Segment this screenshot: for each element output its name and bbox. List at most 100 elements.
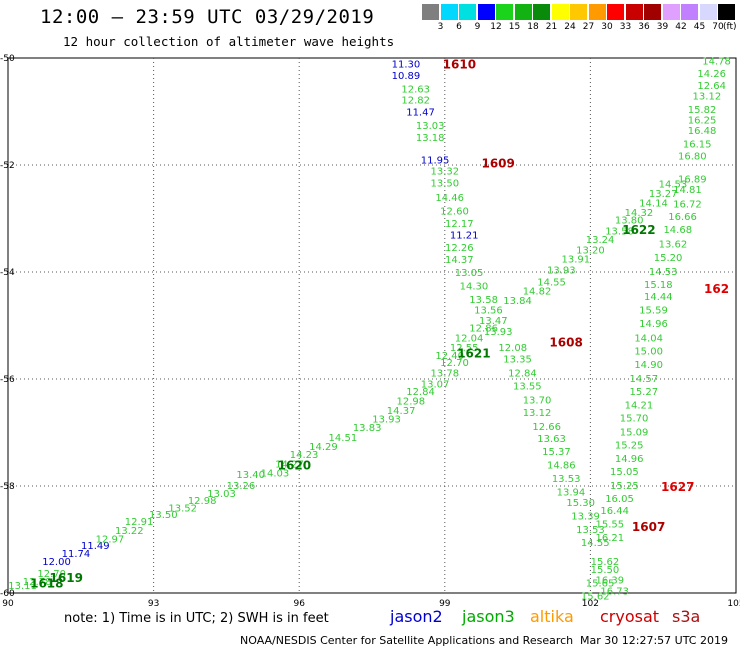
wave-height-value: 14.53 (659, 180, 688, 191)
wave-height-value: 13.27 (649, 189, 678, 200)
legend-swatch (422, 4, 439, 20)
wave-height-value: 12.98 (188, 496, 217, 507)
legend-tick-label: 39 (656, 22, 669, 32)
legend-swatch (440, 4, 458, 20)
wave-height-value: 13.32 (430, 166, 459, 177)
lon-tick-label: 99 (439, 599, 451, 609)
lat-tick-label: -54 (0, 268, 15, 278)
legend-swatch (681, 4, 698, 20)
pass-number-label: 1619 (50, 571, 83, 585)
wave-height-value: 13.07 (421, 379, 450, 390)
wave-height-value: 11.30 (392, 59, 421, 70)
legend-tick-label: 24 (564, 22, 576, 32)
pass-number-label: 1607 (632, 520, 665, 534)
wave-height-value: 14.21 (625, 401, 654, 412)
wave-height-value: 14.26 (697, 69, 726, 80)
wave-height-value: 13.22 (115, 526, 144, 537)
wave-height-value: 11.74 (62, 549, 91, 560)
wave-height-value: 13.12 (523, 408, 552, 419)
wave-height-value: 13.50 (430, 179, 459, 190)
wave-height-value: 14.23 (290, 450, 319, 461)
wave-height-value: 12.86 (469, 324, 498, 335)
wave-height-value: 16.48 (688, 126, 717, 137)
wave-height-value: 14.90 (634, 360, 663, 371)
wave-height-value: 12.78 (23, 577, 52, 588)
wave-height-value: 12.17 (445, 219, 474, 230)
page-title: 12:00 – 23:59 UTC 03/29/2019 (40, 6, 375, 28)
lon-tick-label: 96 (293, 599, 305, 609)
wave-height-value: 12.64 (697, 81, 726, 92)
wave-height-value: 14.51 (329, 433, 358, 444)
wave-height-value: 11.49 (81, 541, 110, 552)
wave-height-value: 13.24 (586, 235, 615, 246)
wave-height-value: 16.05 (605, 494, 634, 505)
pass-number-label: 162 (704, 282, 729, 296)
wave-height-value: 13.93 (372, 415, 401, 426)
satellite-label-jason3: jason3 (462, 607, 515, 626)
wave-height-value: 13.70 (523, 395, 552, 406)
wave-height-value: 12.63 (401, 84, 430, 95)
legend-tick-label: 18 (527, 22, 539, 32)
wave-height-value: 13.53 (552, 474, 581, 485)
lat-tick-label: -60 (0, 589, 15, 599)
wave-height-value: 15.00 (634, 347, 663, 358)
wave-height-value: 13.05 (455, 268, 484, 279)
wave-height-value: 15.70 (620, 414, 649, 425)
wave-height-value: 16.39 (595, 576, 624, 587)
wave-height-value: 15.65 (586, 578, 615, 589)
wave-height-value: 15.50 (591, 565, 620, 576)
pass-number-label: 1621 (457, 346, 490, 360)
wave-height-value: 16.73 (600, 586, 629, 597)
wave-height-value: 14.46 (435, 193, 464, 204)
legend-swatch (699, 4, 717, 20)
wave-height-value: 12.91 (125, 517, 154, 528)
wave-height-value: 14.32 (625, 208, 654, 219)
wave-height-value: 13.55 (513, 381, 542, 392)
wave-height-value: 13.39 (571, 511, 600, 522)
wave-height-value: 15.18 (644, 280, 673, 291)
wave-height-value: 12.98 (397, 396, 426, 407)
legend-unit: (ft) (723, 22, 737, 32)
wave-height-value: 12.70 (37, 569, 66, 580)
wave-height-value: 15.62 (591, 557, 620, 568)
footer-timestamp: Mar 30 12:27:57 UTC 2019 (580, 634, 728, 647)
wave-height-value: 15.55 (595, 519, 624, 530)
wave-height-value: 15.27 (629, 387, 658, 398)
lon-tick-label: 93 (148, 599, 159, 609)
lon-tick-label: 102 (582, 599, 599, 609)
wave-height-value: 12.84 (406, 387, 435, 398)
lat-tick-label: -52 (0, 161, 15, 171)
wave-height-value: 13.63 (537, 434, 566, 445)
legend-tick-label: 42 (675, 22, 687, 32)
wave-height-value: 14.37 (445, 255, 474, 266)
wave-height-value: 13.40 (236, 470, 265, 481)
wave-height-value: 15.25 (615, 440, 644, 451)
lat-tick-label: -58 (0, 482, 15, 492)
legend-tick-label: 3 (437, 22, 444, 32)
wave-height-value: 15.30 (566, 498, 595, 509)
lon-tick-label: 90 (2, 599, 14, 609)
wave-height-value: 14.86 (547, 461, 576, 472)
wave-height-value: 14.53 (649, 267, 678, 278)
wave-height-value: 10.89 (392, 71, 421, 82)
legend-tick-label: 33 (619, 22, 632, 32)
wave-height-value: 14.81 (673, 185, 702, 196)
wave-height-value: 13.84 (503, 296, 532, 307)
legend-tick-label: 45 (693, 22, 706, 32)
wave-height-value: 12.00 (42, 557, 71, 568)
legend-tick-label: 27 (582, 22, 595, 32)
satellite-label-cryosat: cryosat (600, 607, 660, 626)
wave-height-value: 14.03 (261, 469, 290, 480)
wave-height-value: 13.78 (430, 369, 459, 380)
wave-height-value: 12.82 (401, 96, 430, 107)
page-subtitle: 12 hour collection of altimeter wave hei… (63, 34, 395, 49)
wave-height-value: 14.96 (615, 454, 644, 465)
legend-tick-label: 12 (490, 22, 502, 32)
wave-height-value: 13.12 (693, 91, 722, 102)
wave-height-value: 14.27 (275, 460, 304, 471)
pass-number-label: 1618 (30, 576, 63, 590)
wave-height-value: 12.26 (445, 243, 474, 254)
wave-height-value: 13.47 (479, 316, 508, 327)
wave-height-value: 12.84 (508, 369, 537, 380)
